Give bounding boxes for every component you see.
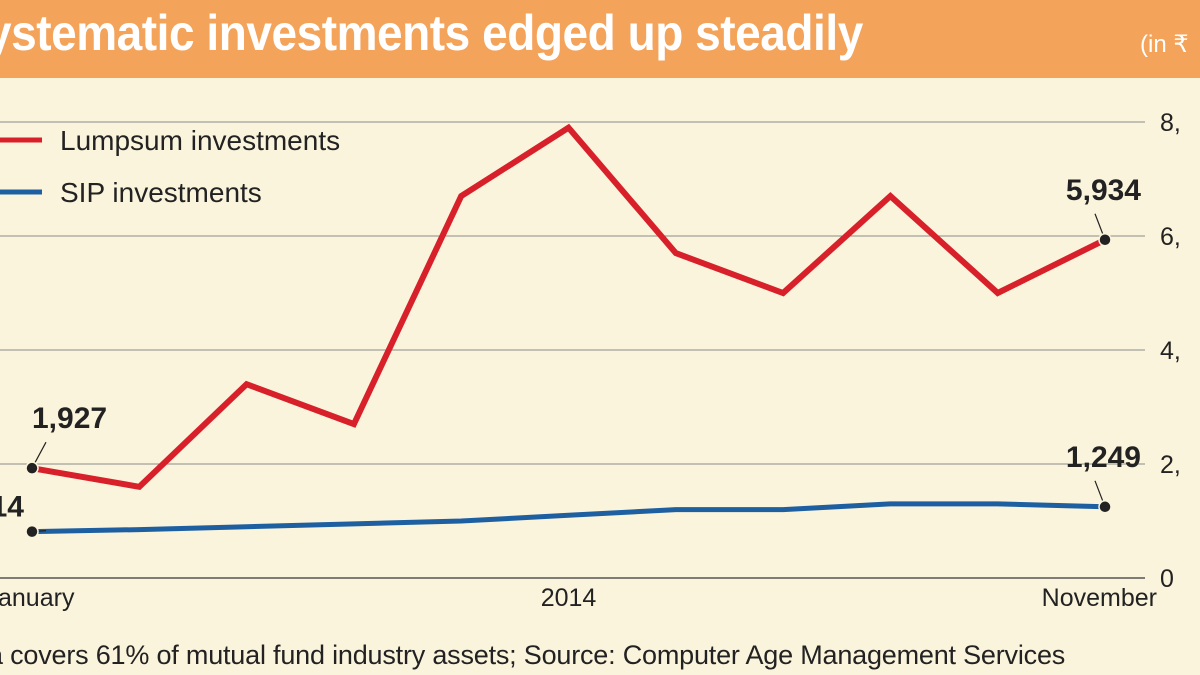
y-tick-label: 0 — [1160, 565, 1174, 593]
data-label: 14 — [0, 491, 24, 524]
legend-label: SIP investments — [60, 177, 262, 208]
data-point — [25, 524, 39, 539]
data-point — [25, 461, 39, 475]
data-label: 5,934 — [1066, 174, 1141, 207]
data-point — [1098, 500, 1112, 514]
y-tick-label: 4, — [1160, 337, 1181, 365]
x-tick-label: 2014 — [541, 584, 597, 612]
data-label: 1,249 — [1066, 441, 1141, 474]
legend-label: Lumpsum investments — [60, 125, 340, 156]
x-tick-label: November — [1042, 584, 1157, 612]
y-tick-label: 2, — [1160, 451, 1181, 479]
sip-line — [31, 501, 1106, 535]
y-tick-label: 8, — [1160, 109, 1181, 137]
y-tick-label: 6, — [1160, 223, 1181, 251]
chart-title: ystematic investments edged up steadily — [0, 5, 863, 61]
unit-label: (in ₹ — [1140, 31, 1189, 58]
source-note: a covers 61% of mutual fund industry ass… — [0, 640, 1066, 670]
line-chart: 0 2, 4, 6, 8, anuary 2014 November Lumpsum inves… — [0, 109, 1181, 612]
x-tick-label: anuary — [0, 584, 75, 612]
chart-area: 0 2, 4, 6, 8, anuary 2014 November Lumpsum inves… — [0, 78, 1200, 618]
title-bar: ystematic investments edged up steadily … — [0, 0, 1200, 78]
lumpsum-line — [31, 123, 1107, 491]
data-label: 1,927 — [32, 402, 107, 435]
data-point — [1098, 233, 1112, 247]
